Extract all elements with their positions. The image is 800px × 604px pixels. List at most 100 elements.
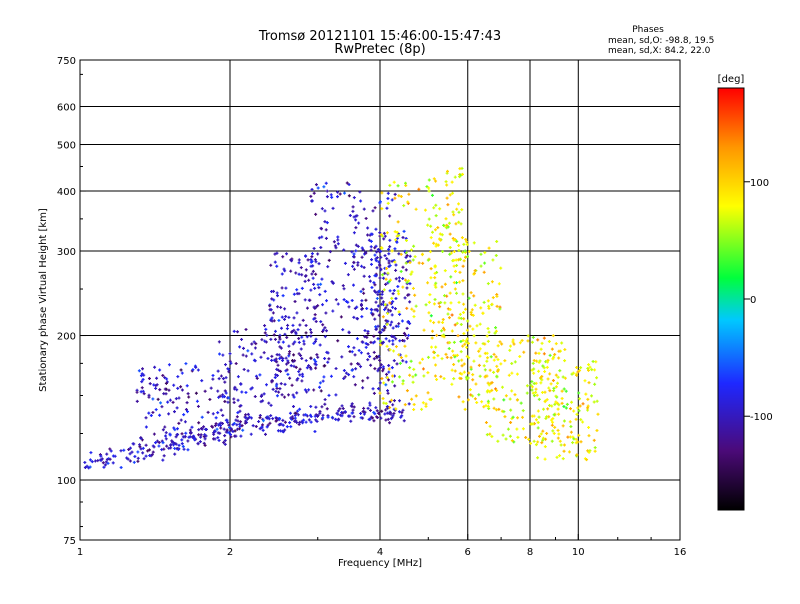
data-point [371, 341, 375, 345]
data-point [465, 243, 469, 247]
data-point [542, 336, 546, 340]
data-point [470, 308, 474, 312]
data-point [441, 321, 445, 325]
data-point [386, 417, 390, 421]
data-point [331, 281, 335, 285]
data-point [557, 412, 561, 416]
data-point [301, 318, 305, 322]
data-point [222, 395, 226, 399]
data-point [172, 410, 176, 414]
data-point [369, 262, 373, 266]
data-point [344, 371, 348, 375]
data-point [105, 457, 109, 461]
data-point [433, 228, 437, 232]
data-point [347, 373, 351, 377]
data-point [386, 389, 390, 393]
data-point [342, 368, 346, 372]
data-point [387, 378, 391, 382]
data-point [375, 256, 379, 260]
data-point [384, 319, 388, 323]
data-point [297, 340, 301, 344]
data-point [290, 415, 294, 419]
data-point [166, 400, 170, 404]
data-point [448, 232, 452, 236]
data-point [574, 417, 578, 421]
data-point [340, 355, 344, 359]
data-point [216, 369, 220, 373]
data-point [388, 264, 392, 268]
data-point [410, 270, 414, 274]
data-point [159, 401, 163, 405]
data-point [496, 358, 500, 362]
data-point [450, 382, 454, 386]
data-point [157, 444, 161, 448]
data-point [451, 210, 455, 214]
data-point [190, 425, 194, 429]
data-point [391, 300, 395, 304]
data-point [388, 238, 392, 242]
data-point [548, 372, 552, 376]
data-point [448, 291, 452, 295]
data-point [356, 244, 360, 248]
data-point [465, 337, 469, 341]
data-point [422, 328, 426, 332]
data-point [364, 250, 368, 254]
data-point [130, 450, 134, 454]
data-point [433, 265, 437, 269]
data-point [455, 207, 459, 211]
data-point [208, 397, 212, 401]
data-point [466, 341, 470, 345]
data-point [394, 337, 398, 341]
data-point [352, 415, 356, 419]
data-point [392, 180, 396, 184]
data-point [525, 391, 529, 395]
data-point [427, 189, 431, 193]
data-point [521, 415, 525, 419]
data-point [388, 406, 392, 410]
data-point [343, 261, 347, 265]
data-point [263, 324, 267, 328]
data-point [492, 358, 496, 362]
data-point [595, 376, 599, 380]
data-point [386, 311, 390, 315]
data-point [304, 331, 308, 335]
data-point [391, 292, 395, 296]
data-point [349, 362, 353, 366]
data-point [424, 303, 428, 307]
data-point [181, 445, 185, 449]
data-point [560, 389, 564, 393]
data-point [405, 336, 409, 340]
data-point [211, 377, 215, 381]
data-point [388, 214, 392, 218]
data-point [239, 420, 243, 424]
data-point [401, 265, 405, 269]
data-point [524, 436, 528, 440]
data-point [376, 247, 380, 251]
data-point [469, 365, 473, 369]
data-point [269, 414, 273, 418]
data-point [462, 242, 466, 246]
data-point [479, 264, 483, 268]
data-point [392, 399, 396, 403]
data-point [215, 427, 219, 431]
data-point [336, 302, 340, 306]
data-point [347, 183, 351, 187]
data-point [334, 298, 338, 302]
data-point [551, 334, 555, 338]
data-point [487, 246, 491, 250]
data-point [518, 341, 522, 345]
data-point [127, 447, 131, 451]
data-point [252, 340, 256, 344]
data-point [240, 424, 244, 428]
data-point [336, 409, 340, 413]
data-point [321, 303, 325, 307]
data-point [435, 333, 439, 337]
data-point [253, 359, 257, 363]
data-point [372, 334, 376, 338]
data-point [320, 227, 324, 231]
data-point [529, 383, 533, 387]
data-point [341, 328, 345, 332]
data-point [486, 356, 490, 360]
data-point [432, 302, 436, 306]
